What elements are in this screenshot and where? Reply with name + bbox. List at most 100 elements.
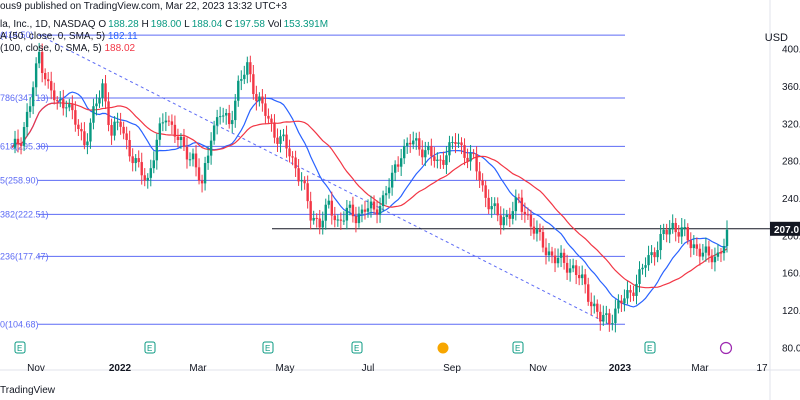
ma100-label: (100, close, 0, SMA, 5) [0, 43, 102, 54]
ma50-legend[interactable]: A (50, close, 0, SMA, 5) 182.11 [0, 31, 138, 42]
earnings-marker [351, 341, 363, 354]
fib-level-label: 786(347.13) [0, 93, 49, 103]
candle-body [369, 201, 373, 209]
candle-body [725, 229, 729, 247]
candle-body [80, 129, 83, 132]
candle-body [303, 180, 306, 184]
candle-body [387, 187, 391, 194]
candle-body [683, 227, 686, 229]
candle-body [538, 229, 542, 233]
candle-body [490, 206, 493, 210]
candle-body [185, 146, 189, 160]
candle-body [442, 159, 445, 165]
candle-body [439, 159, 442, 161]
candle-body [698, 248, 702, 257]
candle-body [620, 300, 623, 304]
candle-body [502, 217, 505, 226]
candle-body [384, 193, 388, 196]
candle-body [409, 142, 412, 145]
candle-body [448, 142, 451, 156]
candle-body [644, 265, 647, 268]
candle-body [363, 209, 367, 212]
support-price-label: 207.0 [774, 225, 799, 236]
candle-body [215, 117, 219, 126]
candle-body [550, 251, 554, 256]
candle-body [330, 200, 333, 216]
candle-body [366, 208, 370, 212]
candle-body [37, 52, 41, 64]
candle-body [357, 213, 361, 224]
candle-body [224, 112, 228, 116]
candle-body [188, 159, 192, 161]
x-tick-label: 2022 [109, 363, 132, 374]
candle-body [436, 159, 439, 162]
earnings-marker-label: E [265, 344, 270, 353]
candle-body [276, 137, 279, 144]
candle-body [86, 141, 89, 146]
candle-body [584, 274, 587, 285]
fib-level-label: 236(177.47) [0, 251, 49, 261]
candle-body [297, 168, 300, 182]
candle-body [472, 153, 475, 155]
candle-body [134, 158, 137, 164]
candle-body [710, 255, 714, 263]
candle-body [164, 120, 168, 123]
candle-body [632, 292, 635, 296]
candle-body [713, 256, 717, 263]
candle-body [261, 96, 264, 104]
candle-body [249, 62, 252, 75]
tradingview-logo[interactable]: TradingView [0, 385, 55, 396]
open-value: 188.28 [108, 19, 139, 30]
candle-body [53, 90, 56, 101]
candle-body [318, 218, 321, 228]
candle-body [481, 180, 484, 186]
candle-body [173, 124, 177, 137]
ma50-line [11, 91, 728, 308]
candle-body [155, 139, 159, 161]
candle-body [577, 274, 581, 279]
candle-body [176, 136, 180, 141]
candle-body [614, 308, 617, 324]
x-tick-label: Sep [443, 363, 461, 374]
ma100-legend[interactable]: (100, close, 0, SMA, 5) 188.02 [0, 43, 135, 54]
candle-body [457, 142, 460, 145]
volume-value: 153.391M [283, 19, 329, 30]
candle-body [659, 233, 662, 251]
y-tick-label: 80.00 [782, 343, 800, 354]
support-price-tag [770, 221, 800, 236]
candle-body [430, 146, 433, 157]
candle-body [240, 79, 243, 81]
candle-body [526, 214, 530, 216]
candle-body [31, 87, 35, 107]
candle-body [475, 154, 478, 172]
candle-body [228, 112, 231, 125]
candle-body [146, 177, 149, 181]
candle-body [270, 118, 273, 123]
candle-body [580, 274, 584, 279]
symbol-text: la, Inc., 1D, NASDAQ [0, 19, 96, 30]
candle-body [511, 211, 515, 219]
candle-body [433, 156, 436, 162]
candle-body [28, 106, 32, 112]
candle-body [478, 171, 481, 181]
candle-body [574, 265, 578, 275]
candle-body [282, 134, 285, 137]
candle-body [496, 203, 499, 216]
x-tick-label: Mar [691, 363, 709, 374]
candle-body [333, 215, 337, 221]
candle-body [231, 120, 234, 125]
candle-body [128, 140, 131, 157]
candle-body [110, 125, 113, 136]
candle-body [689, 240, 692, 249]
candle-body [466, 157, 469, 162]
candle-body [505, 214, 508, 218]
candle-body [650, 252, 653, 256]
candle-body [544, 247, 548, 256]
currency-label: USD [764, 32, 788, 44]
candle-body [665, 229, 668, 235]
candle-body [372, 201, 376, 210]
y-tick-label: 280.00 [782, 157, 800, 168]
y-tick-label: 160.00 [782, 269, 800, 280]
candle-body [565, 262, 569, 273]
